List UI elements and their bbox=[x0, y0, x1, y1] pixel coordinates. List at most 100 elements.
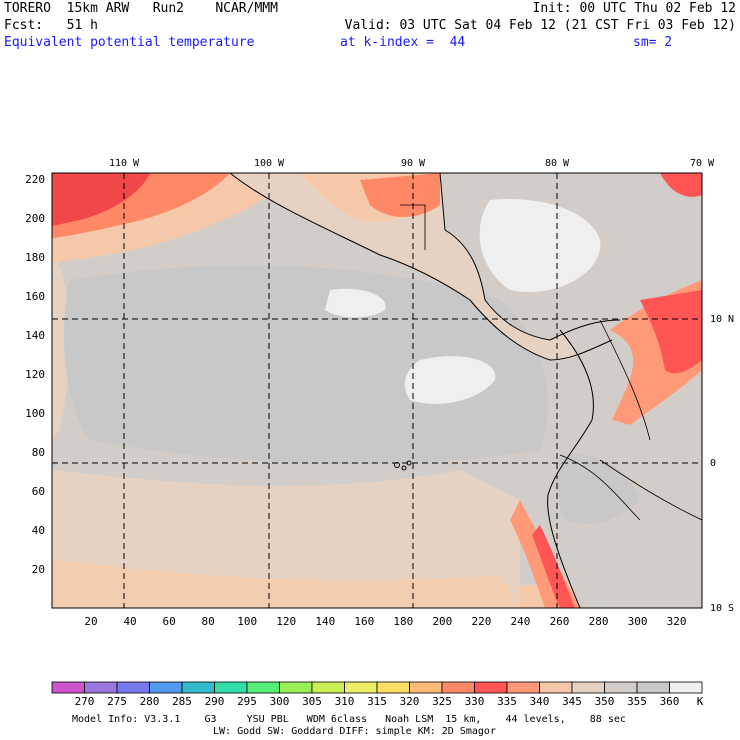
x-tick-label: 120 bbox=[276, 615, 296, 628]
colorbar-box bbox=[344, 681, 378, 694]
field-title: Equivalent potential temperature bbox=[4, 35, 255, 50]
colorbar-level-label: 305 bbox=[302, 695, 322, 708]
x-tick-label: 140 bbox=[315, 615, 335, 628]
colorbar-box bbox=[311, 681, 345, 694]
ecuador-pale bbox=[555, 454, 640, 524]
west-tan-area bbox=[52, 250, 71, 440]
longitude-labels: 110 W 100 W 90 W 80 W 70 W bbox=[109, 158, 715, 169]
map-frame bbox=[51, 172, 703, 609]
longitude-label: 70 W bbox=[690, 158, 715, 169]
colorbar-level-label: 360 bbox=[660, 695, 680, 708]
footer-physics: LW: Godd SW: Goddard DIFF: simple KM: 2D… bbox=[213, 726, 496, 737]
white-patch-pacific bbox=[325, 288, 386, 318]
colorbar-box bbox=[474, 681, 508, 694]
x-tick-label: 280 bbox=[589, 615, 609, 628]
longitude-label: 100 W bbox=[254, 158, 285, 169]
x-tick-label: 60 bbox=[162, 615, 175, 628]
x-tick-label: 200 bbox=[432, 615, 452, 628]
y-tick-label: 80 bbox=[32, 446, 45, 459]
colorbar-level-label: 315 bbox=[367, 695, 387, 708]
colorbar-level-label: 335 bbox=[497, 695, 517, 708]
x-tick-label: 300 bbox=[628, 615, 648, 628]
white-patch-central bbox=[404, 356, 496, 404]
central-grey-area bbox=[64, 265, 548, 464]
colorbar-box bbox=[84, 681, 118, 694]
x-tick-label: 220 bbox=[471, 615, 491, 628]
colorbar-boxes bbox=[51, 681, 703, 694]
colorbar-level-label: 325 bbox=[432, 695, 452, 708]
x-tick-label: 20 bbox=[84, 615, 97, 628]
y-tick-label: 200 bbox=[25, 212, 45, 225]
x-tick-label: 40 bbox=[123, 615, 136, 628]
map-plot: 20 40 60 80 100 120 140 160 180 200 220 20 40 60 80 10… bbox=[25, 158, 734, 628]
colorbar-level-label: 295 bbox=[237, 695, 257, 708]
longitude-label: 110 W bbox=[109, 158, 140, 169]
x-tick-label: 320 bbox=[667, 615, 687, 628]
y-tick-label: 160 bbox=[25, 290, 45, 303]
latitude-labels: 10 N 0 10 S bbox=[710, 314, 734, 614]
colorbar-level-label: 275 bbox=[107, 695, 127, 708]
northwest-core bbox=[52, 173, 150, 226]
latitude-label: 10 S bbox=[710, 603, 734, 614]
colorbar-box bbox=[149, 681, 183, 694]
country-borders bbox=[400, 204, 702, 521]
coastline-caribbean bbox=[439, 173, 621, 341]
colorbar-labels: 270 275 280 285 290 295 300 305 310 315 320 325 330 3… bbox=[75, 695, 704, 708]
y-tick-label: 140 bbox=[25, 329, 45, 342]
colorbar-level-label: 330 bbox=[465, 695, 485, 708]
level-label: at k-index = 44 bbox=[340, 35, 466, 50]
colorbar-level-label: 290 bbox=[205, 695, 225, 708]
colorbar-box bbox=[51, 681, 85, 694]
colorbar-level-label: 285 bbox=[172, 695, 192, 708]
colorbar-box bbox=[409, 681, 443, 694]
x-tick-label: 100 bbox=[237, 615, 257, 628]
colorbar-box bbox=[506, 681, 540, 694]
colorbar-level-label: 345 bbox=[562, 695, 582, 708]
x-tick-label: 240 bbox=[511, 615, 531, 628]
colorbar-level-label: 355 bbox=[627, 695, 647, 708]
y-tick-label: 40 bbox=[32, 524, 45, 537]
colorbar-unit-label: K bbox=[697, 695, 704, 708]
venezuela-red bbox=[640, 290, 702, 374]
y-tick-label: 20 bbox=[32, 563, 45, 576]
colorbar-level-label: 310 bbox=[335, 695, 355, 708]
x-tick-label: 180 bbox=[393, 615, 413, 628]
colorbar-box bbox=[636, 681, 670, 694]
y-ticks: 20 40 60 80 100 120 140 160 180 200 220 bbox=[25, 173, 45, 576]
header-line2-left: Fcst: 51 h bbox=[4, 18, 98, 33]
colorbar-level-label: 350 bbox=[595, 695, 615, 708]
header-line1-right: Init: 00 UTC Thu 02 Feb 12 bbox=[532, 1, 737, 16]
smoothing-label: sm= 2 bbox=[633, 35, 673, 50]
colorbar-level-label: 320 bbox=[400, 695, 420, 708]
y-tick-label: 180 bbox=[25, 251, 45, 264]
longitude-label: 80 W bbox=[545, 158, 570, 169]
y-tick-label: 100 bbox=[25, 407, 45, 420]
x-ticks: 20 40 60 80 100 120 140 160 180 200 220 240 260 280 30… bbox=[84, 615, 686, 628]
x-tick-label: 80 bbox=[202, 615, 215, 628]
colorbar-box bbox=[246, 681, 280, 694]
coastline-south-america bbox=[547, 329, 594, 608]
colorbar-box bbox=[116, 681, 150, 694]
x-tick-label: 260 bbox=[550, 615, 570, 628]
header-line1-left: TORERO 15km ARW Run2 NCAR/MMM bbox=[4, 1, 278, 16]
colorbar-box bbox=[181, 681, 215, 694]
y-tick-label: 220 bbox=[25, 173, 45, 186]
coastline-central-america bbox=[229, 173, 613, 361]
header-line2-right: Valid: 03 UTC Sat 04 Feb 12 (21 CST Fri … bbox=[344, 18, 736, 33]
colorbar-box bbox=[669, 681, 703, 694]
peru-coast-red bbox=[532, 525, 575, 608]
central-america-land bbox=[230, 173, 620, 360]
colorbar-box bbox=[441, 681, 475, 694]
colorbar-level-label: 300 bbox=[270, 695, 290, 708]
white-patch-caribbean bbox=[479, 199, 601, 292]
latitude-label: 0 bbox=[710, 458, 716, 469]
colorbar-box bbox=[214, 681, 248, 694]
longitude-label: 90 W bbox=[401, 158, 426, 169]
y-tick-label: 60 bbox=[32, 485, 45, 498]
footer-model-info: Model Info: V3.3.1 G3 YSU PBL WDM 6class… bbox=[72, 714, 626, 725]
colorbar-box bbox=[376, 681, 410, 694]
colorbar-level-label: 340 bbox=[530, 695, 550, 708]
caribbean-red bbox=[660, 173, 702, 197]
colorbar-box bbox=[604, 681, 638, 694]
